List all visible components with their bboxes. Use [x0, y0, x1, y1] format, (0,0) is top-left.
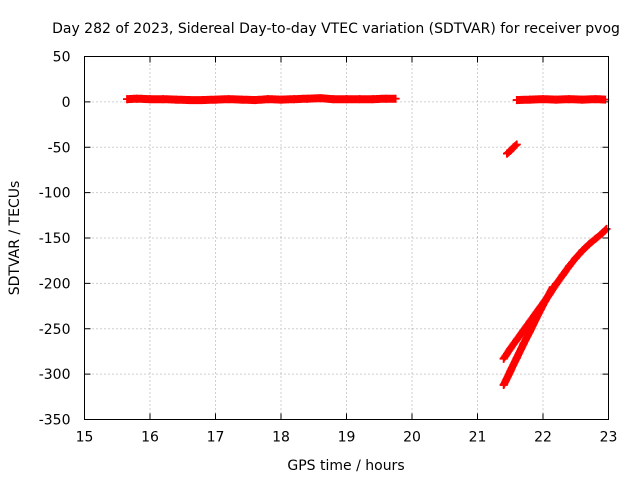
- y-tick-label: -200: [39, 276, 71, 292]
- data-point-marker: [506, 344, 515, 353]
- data-point-marker: [602, 224, 611, 233]
- chart-title: Day 282 of 2023, Sidereal Day-to-day VTE…: [52, 21, 620, 37]
- data-point-marker: [506, 367, 515, 376]
- data-point-marker: [123, 95, 132, 104]
- data-point-marker: [159, 95, 168, 104]
- data-point-marker: [237, 95, 246, 104]
- data-point-marker: [263, 95, 272, 104]
- series-4: [499, 224, 611, 363]
- data-point-marker: [519, 326, 528, 335]
- y-tick-label: -250: [39, 322, 71, 338]
- x-tick-label: 16: [141, 430, 159, 446]
- data-point-marker: [539, 95, 547, 104]
- data-point-marker: [525, 327, 534, 336]
- data-point-marker: [368, 95, 377, 104]
- data-point-marker: [532, 313, 541, 322]
- series-2: [502, 140, 521, 158]
- x-tick-label: 22: [534, 430, 552, 446]
- data-point-marker: [277, 95, 285, 104]
- data-point-marker: [525, 95, 534, 104]
- data-point-marker: [172, 95, 181, 104]
- data-point-marker: [597, 229, 606, 238]
- data-point-marker: [565, 95, 574, 104]
- data-point-marker: [571, 253, 580, 262]
- x-tick-label: 17: [207, 430, 225, 446]
- plot-frame: [84, 56, 609, 420]
- x-tick-label: 23: [600, 430, 618, 446]
- data-point-marker: [198, 96, 207, 105]
- data-point-marker: [211, 95, 220, 104]
- data-point-marker: [355, 95, 364, 104]
- y-tick-label: 0: [62, 95, 71, 111]
- data-point-marker: [519, 340, 528, 349]
- data-point-marker: [342, 95, 351, 104]
- x-tick-label: 15: [76, 430, 94, 446]
- data-point-marker: [584, 240, 593, 249]
- data-point-marker: [558, 271, 567, 280]
- y-tick-label: -150: [39, 231, 71, 247]
- data-point-marker: [224, 95, 233, 104]
- data-point-marker: [381, 94, 390, 103]
- data-point-marker: [512, 353, 521, 362]
- data-point-marker: [290, 95, 299, 104]
- y-tick-label: -350: [39, 413, 71, 429]
- x-tick-label: 18: [272, 430, 290, 446]
- y-tick-label: -50: [48, 140, 71, 156]
- series-3: [512, 95, 610, 105]
- x-tick-label: 21: [469, 430, 487, 446]
- data-point-marker: [303, 94, 312, 103]
- x-tick-label: 20: [403, 430, 421, 446]
- data-point-marker: [250, 96, 259, 105]
- y-axis-title: SDTVAR / TECUs: [7, 181, 23, 296]
- y-tick-label: -300: [39, 367, 71, 383]
- data-point-marker: [512, 335, 521, 344]
- data-point-marker: [545, 289, 554, 298]
- data-point-marker: [132, 94, 141, 103]
- data-point-marker: [565, 262, 574, 271]
- data-point-marker: [499, 354, 508, 363]
- y-tick-label: -100: [39, 186, 71, 202]
- tick-labels: 15 16 17 18 19 20 21 22 23 50 0 -50 -100 -150 -200 -250…: [39, 50, 618, 446]
- series-1: [123, 94, 400, 105]
- grid-lines: [84, 56, 609, 420]
- data-point-marker: [499, 381, 508, 390]
- data-point-marker: [591, 234, 600, 243]
- data-point-marker: [185, 96, 194, 105]
- data-point-marker: [512, 96, 521, 105]
- data-point-marker: [548, 283, 557, 292]
- data-point-marker: [329, 95, 338, 104]
- data-point-marker: [316, 94, 325, 103]
- x-axis-title: GPS time / hours: [287, 458, 404, 474]
- data-points: [123, 94, 611, 390]
- data-point-marker: [146, 95, 154, 104]
- x-tick-label: 19: [338, 430, 356, 446]
- data-point-marker: [552, 95, 561, 104]
- data-point-marker: [391, 94, 400, 103]
- data-point-marker: [578, 95, 587, 104]
- data-point-marker: [539, 301, 547, 310]
- data-point-marker: [512, 140, 521, 149]
- y-tick-label: 50: [53, 50, 71, 66]
- series-5: [499, 283, 557, 390]
- data-point-marker: [578, 246, 587, 255]
- data-point-marker: [591, 95, 600, 104]
- data-point-marker: [601, 95, 610, 104]
